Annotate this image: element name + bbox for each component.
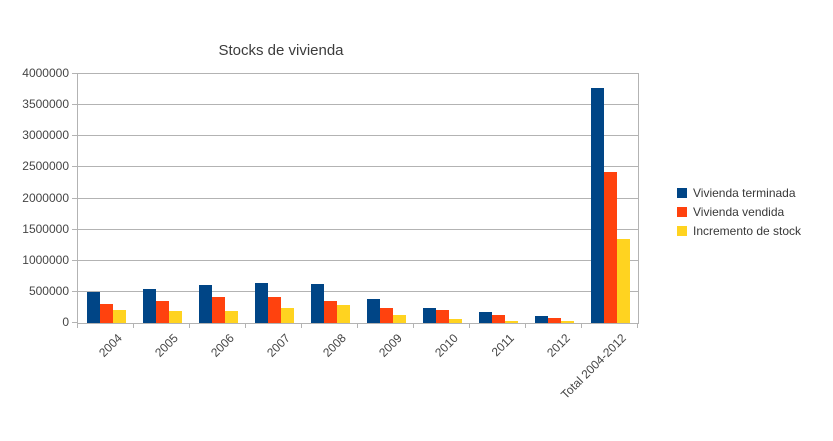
bar (449, 319, 462, 323)
bar (393, 315, 406, 323)
bar (436, 310, 449, 323)
y-axis-tick (72, 197, 77, 199)
legend-item: Incremento de stock (677, 224, 801, 238)
bar (479, 312, 492, 323)
bar (367, 299, 380, 323)
x-axis-label: 2007 (264, 331, 293, 360)
x-axis-label: 2008 (320, 331, 349, 360)
x-axis-tick (245, 323, 246, 328)
bar (380, 308, 393, 323)
y-axis-label: 4000000 (22, 66, 69, 80)
x-axis-label: 2005 (152, 331, 181, 360)
y-gridline (78, 166, 638, 168)
y-gridline (78, 73, 638, 74)
y-axis-label: 1000000 (22, 252, 69, 267)
bar (113, 310, 126, 323)
y-axis-label: 500000 (28, 283, 69, 298)
bar (617, 239, 630, 323)
legend-color-swatch (677, 226, 687, 236)
y-axis-tick (72, 322, 77, 323)
y-axis-tick (72, 166, 77, 168)
x-axis-tick (525, 323, 526, 328)
y-axis-label: 0 (62, 315, 69, 329)
bar (268, 297, 281, 323)
legend-label: Incremento de stock (693, 224, 802, 238)
x-axis-tick (301, 323, 302, 328)
bar (169, 311, 182, 323)
bar (255, 283, 268, 323)
y-gridline (78, 259, 638, 261)
y-axis-label: 2500000 (22, 159, 69, 174)
y-axis-tick (72, 135, 77, 137)
bar (143, 289, 156, 323)
legend-color-swatch (677, 188, 687, 198)
x-axis-tick (357, 323, 358, 328)
y-axis-tick (72, 228, 77, 230)
x-axis-tick (189, 323, 190, 328)
bar (423, 308, 436, 323)
bar (212, 297, 225, 323)
legend-color-swatch (677, 207, 687, 217)
bar (591, 88, 604, 323)
legend-label: Vivienda terminada (693, 186, 796, 200)
y-axis-label: 2000000 (22, 190, 69, 205)
bar (281, 308, 294, 323)
y-gridline (78, 228, 638, 230)
legend-label: Vivienda vendida (693, 205, 785, 219)
y-axis-tick (72, 73, 77, 74)
bar (505, 321, 518, 323)
bar (535, 316, 548, 323)
y-axis-label: 3000000 (22, 128, 69, 143)
chart-title: Stocks de vivienda (218, 42, 344, 59)
bar (548, 318, 561, 323)
x-axis-label: 2010 (432, 331, 461, 360)
y-axis-tick (72, 104, 77, 106)
bar (311, 284, 324, 323)
x-axis-label: 2006 (208, 331, 237, 360)
bar (337, 305, 350, 323)
y-axis-tick (72, 259, 77, 261)
y-gridline (78, 135, 638, 137)
x-axis-tick (469, 323, 470, 328)
bar (100, 304, 113, 323)
y-gridline (78, 104, 638, 106)
x-axis-tick (637, 323, 638, 328)
bar (156, 301, 169, 323)
bar (604, 172, 617, 323)
y-gridline (78, 197, 638, 199)
x-axis-label: 2009 (376, 331, 405, 360)
y-gridline (78, 290, 638, 292)
legend-item: Vivienda terminada (677, 186, 801, 200)
legend-item: Vivienda vendida (677, 205, 801, 219)
bar (225, 311, 238, 323)
bar (492, 315, 505, 323)
bar (199, 285, 212, 323)
plot-area (77, 73, 639, 324)
x-axis-label: 2004 (96, 331, 125, 360)
x-axis-label: 2012 (544, 331, 573, 360)
bar (324, 301, 337, 323)
y-axis-tick (72, 290, 77, 292)
x-axis-tick (133, 323, 134, 328)
bar (87, 292, 100, 323)
x-axis-tick (581, 323, 582, 328)
x-axis-tick (413, 323, 414, 328)
x-axis-label: 2011 (488, 331, 517, 360)
y-axis-label: 3500000 (22, 97, 69, 112)
bar (561, 321, 574, 323)
y-axis-label: 1500000 (22, 221, 69, 236)
x-axis-tick (77, 323, 78, 328)
x-axis-label: Total 2004-2012 (558, 331, 629, 402)
legend: Vivienda terminada Vivienda vendida Incr… (677, 186, 801, 243)
